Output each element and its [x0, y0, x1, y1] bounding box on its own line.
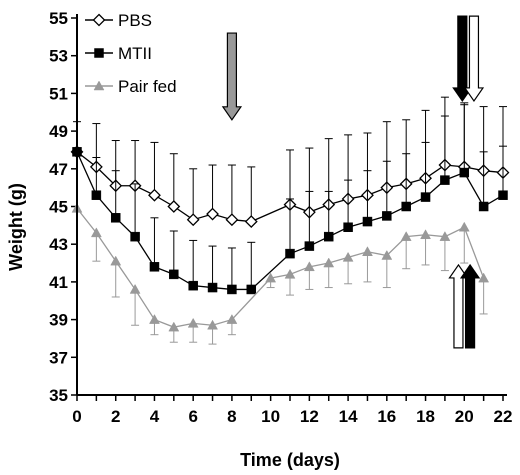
y-tick-label: 47 — [49, 160, 68, 179]
data-point — [226, 314, 238, 324]
data-point — [440, 175, 450, 185]
y-tick-label: 43 — [49, 235, 68, 254]
y-tick-label: 49 — [49, 122, 68, 141]
x-tick-label: 20 — [455, 407, 474, 426]
data-point — [187, 317, 199, 328]
data-point — [478, 272, 490, 283]
legend-marker — [94, 48, 104, 58]
data-point — [186, 213, 200, 227]
legend-item: Pair fed — [85, 77, 177, 96]
series-mtii — [72, 102, 508, 295]
y-axis-title: Weight (g) — [6, 183, 26, 271]
x-tick-label: 16 — [377, 407, 396, 426]
data-point — [381, 249, 393, 260]
x-tick-label: 2 — [111, 407, 120, 426]
data-point — [149, 262, 160, 272]
y-tick-label: 53 — [49, 47, 68, 66]
data-point — [110, 213, 121, 223]
x-tick-label: 10 — [261, 407, 280, 426]
x-tick-label: 8 — [227, 407, 236, 426]
data-point — [169, 269, 179, 280]
data-point — [207, 319, 218, 330]
axis-ticks-group: 35 37 39 41 43 45 47 49 51 53 55 0 2 4 6 8 10 12 14 16 18 20 2… — [49, 9, 512, 426]
legend: PBS MTII Pair fed — [85, 11, 177, 96]
series-line — [76, 207, 485, 328]
data-point — [362, 246, 373, 256]
data-point — [362, 216, 373, 227]
data-point — [285, 248, 295, 259]
arrow-down-icon — [463, 15, 485, 102]
x-tick-label: 0 — [72, 407, 81, 426]
data-point — [382, 211, 392, 221]
arrow-down-icon — [221, 32, 243, 121]
data-point — [478, 201, 489, 212]
data-point — [206, 207, 219, 221]
data-point — [130, 231, 140, 242]
y-tick-label: 41 — [49, 273, 68, 292]
legend-marker — [92, 13, 106, 27]
x-tick-label: 18 — [416, 407, 435, 426]
data-point — [401, 201, 411, 212]
treatment-arrows-group — [221, 15, 485, 349]
y-tick-label: 37 — [49, 348, 68, 367]
axes-group — [76, 14, 507, 396]
x-tick-label: 12 — [300, 407, 319, 426]
x-tick-label: 6 — [188, 407, 197, 426]
x-tick-label: 22 — [494, 407, 513, 426]
data-point — [498, 190, 508, 200]
y-tick-label: 45 — [49, 198, 68, 217]
data-point — [420, 229, 431, 240]
data-point — [284, 268, 296, 279]
series-group — [70, 96, 510, 345]
arrow-down-icon — [452, 15, 473, 102]
legend-label: Pair fed — [118, 77, 177, 96]
series-line — [76, 151, 504, 291]
data-point — [343, 222, 353, 232]
data-point — [342, 251, 354, 262]
data-point — [168, 321, 180, 332]
data-point — [304, 241, 315, 251]
y-tick-label: 35 — [49, 386, 68, 405]
legend-marker — [93, 80, 105, 91]
legend-item: MTII — [85, 44, 152, 63]
data-point — [148, 188, 161, 202]
data-point — [323, 231, 334, 242]
data-point — [400, 231, 412, 241]
data-point — [91, 190, 102, 200]
data-point — [225, 213, 239, 227]
data-point — [129, 283, 141, 294]
data-point — [110, 255, 122, 266]
arrow-up-icon — [459, 263, 481, 349]
y-tick-label: 55 — [49, 9, 68, 28]
data-point — [90, 227, 102, 238]
y-tick-label: 39 — [49, 311, 68, 330]
data-point — [244, 215, 258, 228]
data-point — [149, 314, 160, 324]
data-point — [458, 221, 470, 232]
data-point — [439, 231, 451, 241]
legend-item: PBS — [85, 11, 152, 30]
data-point — [207, 282, 218, 293]
arrow-up-icon — [448, 263, 469, 349]
x-axis-title: Time (days) — [240, 450, 340, 470]
data-point — [459, 167, 470, 178]
legend-label: MTII — [118, 44, 152, 63]
x-tick-label: 4 — [150, 407, 160, 426]
data-point — [188, 280, 198, 291]
x-tick-label: 14 — [339, 407, 358, 426]
data-point — [323, 257, 335, 268]
data-point — [167, 200, 181, 213]
series-line — [76, 151, 504, 223]
data-point — [227, 284, 237, 295]
legend-label: PBS — [118, 11, 152, 30]
data-point — [420, 192, 431, 202]
data-point — [303, 261, 315, 272]
y-tick-label: 51 — [49, 84, 68, 103]
series-pair-fed — [71, 202, 490, 345]
data-point — [265, 272, 277, 283]
data-point — [246, 284, 257, 295]
